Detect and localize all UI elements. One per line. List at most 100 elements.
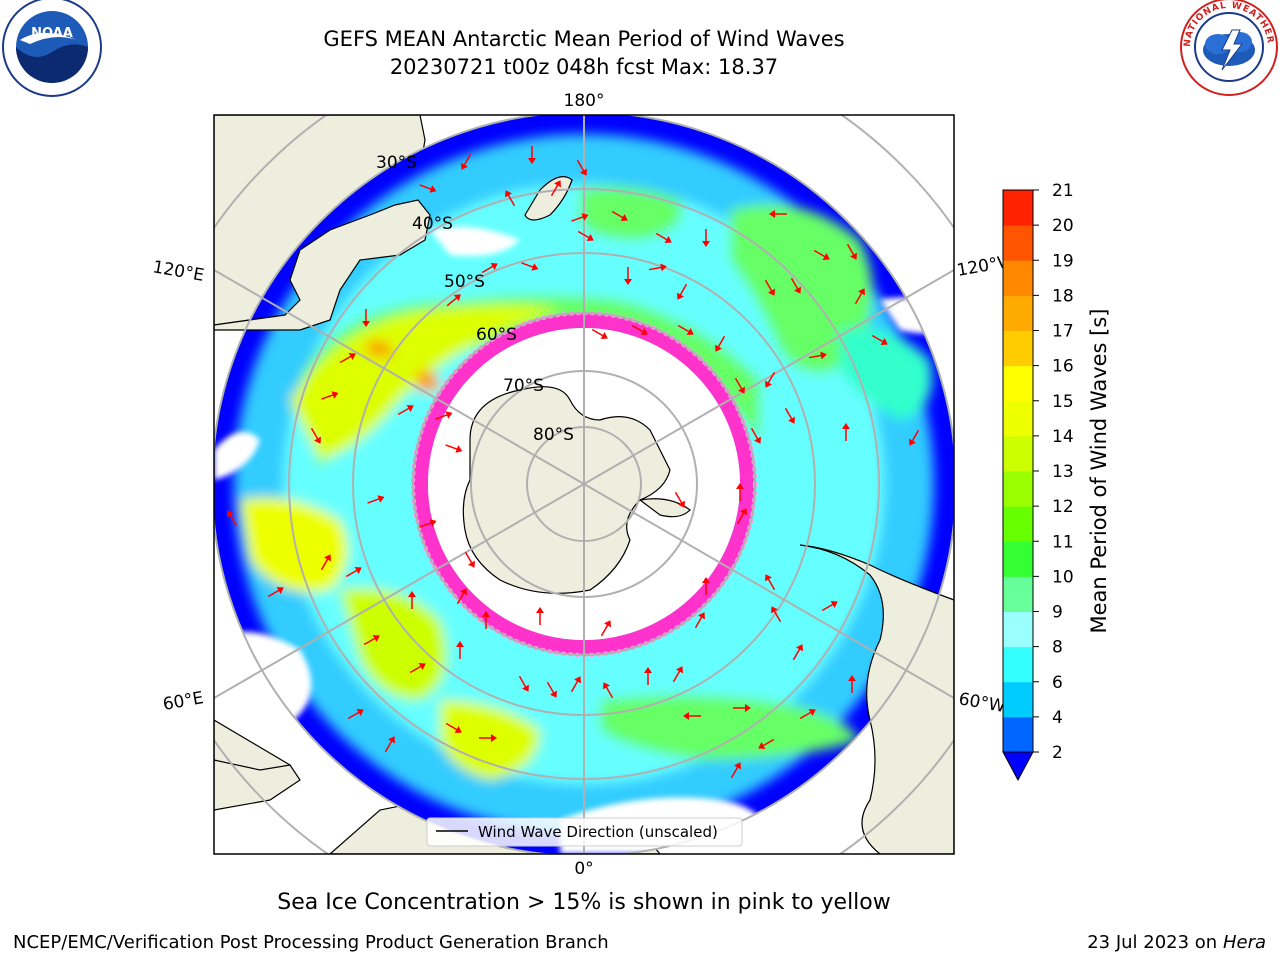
- colorbar-swatch: [1003, 576, 1033, 612]
- wind-wave-arrow: [846, 243, 857, 260]
- wind-wave-arrow: [624, 267, 632, 285]
- wind-wave-arrow: [339, 353, 356, 364]
- colorbar-swatch: [1003, 716, 1033, 753]
- wind-wave-arrow: [694, 612, 705, 629]
- colorbar-tick-label: 20: [1052, 216, 1074, 236]
- lon-label-60w: 60°W: [957, 689, 1007, 717]
- wind-wave-arrow: [577, 230, 594, 241]
- wind-wave-arrow: [456, 641, 464, 659]
- colorbar-tick-label: 14: [1052, 427, 1074, 447]
- wind-wave-arrow: [758, 738, 775, 749]
- colorbar-tick-label: 11: [1052, 532, 1074, 552]
- wind-wave-arrow: [644, 667, 652, 685]
- wind-wave-arrow: [445, 722, 462, 733]
- wind-wave-arrow: [397, 405, 414, 416]
- wind-wave-arrow: [518, 675, 529, 692]
- colorbar-swatch: [1003, 365, 1033, 402]
- wind-wave-arrow: [347, 709, 364, 720]
- wind-wave-arrow: [409, 663, 426, 674]
- wind-wave-arrow: [842, 423, 850, 441]
- noaa-logo-text: NOAA: [31, 26, 73, 41]
- wind-wave-arrow: [603, 682, 614, 699]
- wind-wave-arrow: [702, 577, 710, 595]
- wind-wave-arrow: [765, 371, 776, 388]
- wind-wave-arrow: [505, 190, 516, 207]
- wind-wave-arrow: [445, 444, 463, 453]
- wind-wave-arrow: [871, 334, 888, 345]
- colorbar-tick-label: 18: [1052, 286, 1074, 306]
- wind-wave-arrow: [321, 391, 339, 400]
- footer-date: 23 Jul 2023 on Hera: [1087, 932, 1266, 953]
- colorbar-swatch: [1003, 225, 1033, 261]
- land-inside: [214, 176, 954, 854]
- colorbar-label: Mean Period of Wind Waves [s]: [1087, 309, 1111, 634]
- wind-wave-arrow: [363, 635, 380, 646]
- wind-wave-arrow: [546, 681, 557, 698]
- wind-wave-arrow: [909, 429, 920, 446]
- footer-date-text: 23 Jul 2023 on: [1087, 932, 1223, 953]
- wind-wave-arrow: [715, 335, 726, 352]
- noaa-logo: NOAA: [2, 0, 102, 97]
- wind-wave-arrow: [736, 508, 747, 525]
- wind-wave-arrow: [367, 495, 385, 504]
- wind-wave-arrow: [362, 309, 370, 327]
- colorbar-tick-label: 17: [1052, 322, 1074, 342]
- lon-label-180: 180°: [564, 91, 605, 111]
- wind-wave-arrow: [521, 262, 539, 271]
- wind-wave-arrow: [765, 574, 776, 591]
- lat-label-50s: 50°S: [444, 272, 485, 292]
- wind-wave-arrow: [821, 601, 838, 612]
- chart-title: GEFS MEAN Antarctic Mean Period of Wind …: [323, 27, 845, 51]
- colorbar-swatch: [1003, 435, 1033, 472]
- colorbar-swatch: [1003, 541, 1033, 577]
- lat-label-60s: 60°S: [476, 325, 517, 345]
- colorbar-swatch: [1003, 260, 1033, 296]
- colorbar-tick-label: 12: [1052, 497, 1074, 517]
- wind-wave-arrow: [809, 351, 827, 360]
- wind-wave-arrow: [683, 712, 701, 720]
- wind-wave-arrow: [813, 249, 830, 260]
- wind-wave-arrow: [591, 328, 608, 339]
- colorbar-swatch: [1003, 506, 1033, 542]
- wind-wave-arrow: [792, 644, 803, 661]
- wind-wave-arrow: [790, 277, 801, 294]
- wind-wave-arrow: [576, 159, 587, 176]
- wind-wave-arrow: [730, 762, 741, 779]
- lon-label-60e: 60°E: [161, 688, 205, 715]
- wind-wave-arrow: [750, 427, 761, 444]
- wind-wave-arrow: [536, 607, 544, 625]
- wind-wave-arrow: [310, 427, 321, 444]
- wind-wave-arrow: [419, 519, 437, 528]
- wind-wave-arrow: [320, 554, 331, 571]
- wind-wave-arrow: [764, 279, 775, 296]
- colorbar-tick-label: 10: [1052, 567, 1074, 587]
- wind-wave-arrow: [384, 736, 395, 753]
- colorbar-tick-label: 2: [1052, 743, 1063, 763]
- wind-wave-arrow: [854, 288, 865, 305]
- footer-credit: NCEP/EMC/Verification Post Processing Pr…: [13, 932, 609, 953]
- wind-wave-arrow: [570, 676, 581, 693]
- nws-logo: NATIONAL WEATHER SERVICE: [0, 0, 1278, 96]
- colorbar-swatch: [1003, 681, 1033, 718]
- colorbar-swatch: [1003, 330, 1033, 367]
- wind-wave-arrow: [481, 263, 498, 274]
- wind-wave-arrows: [227, 146, 920, 779]
- wind-wave-arrow: [799, 709, 816, 720]
- colorbar-tick-label: 6: [1052, 673, 1063, 693]
- colorbar-tick-label: 16: [1052, 357, 1074, 377]
- gridlines: [214, 115, 954, 854]
- wind-wave-arrow: [674, 491, 685, 508]
- map-legend: Wind Wave Direction (unscaled): [426, 817, 743, 847]
- colorbar-swatch: [1003, 295, 1033, 331]
- nws-ring-text: NATIONAL WEATHER SERVICE: [0, 0, 1274, 48]
- wind-wave-arrow: [464, 551, 475, 568]
- wind-wave-arrow: [571, 213, 589, 222]
- map-frame: [213, 114, 955, 855]
- lon-label-0: 0°: [574, 859, 593, 879]
- svg-text:NATIONAL WEATHER SERVICE: NATIONAL WEATHER SERVICE: [0, 0, 1275, 48]
- wind-wave-arrow: [456, 588, 467, 605]
- wind-wave-arrow: [227, 510, 238, 527]
- wind-wave-arrow: [479, 734, 497, 742]
- wind-wave-arrow: [677, 324, 694, 335]
